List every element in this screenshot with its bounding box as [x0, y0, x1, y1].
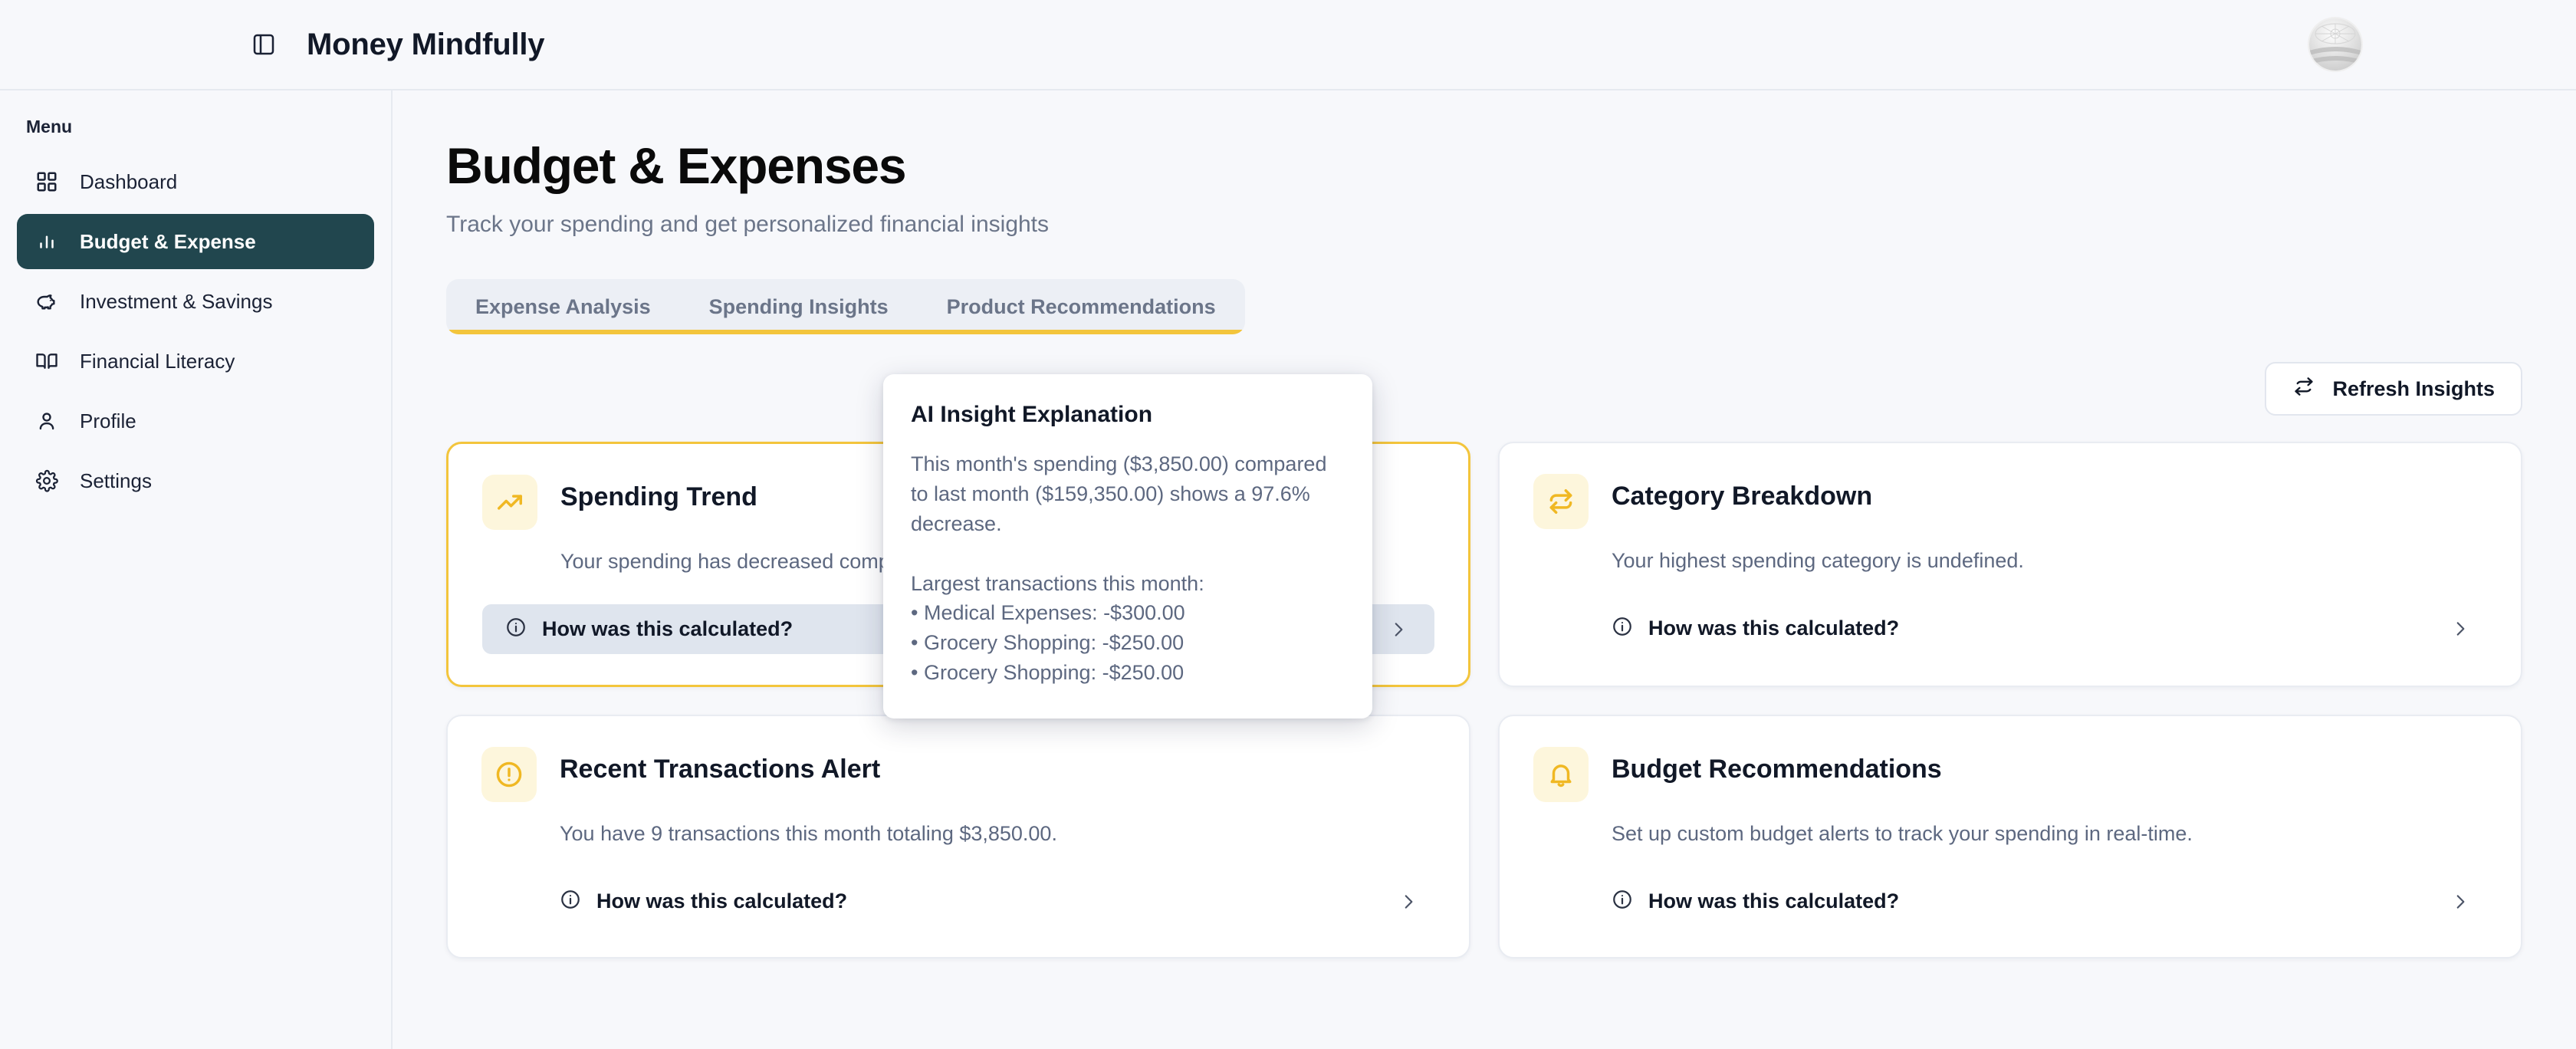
foot-label: How was this calculated?: [596, 890, 848, 913]
how-was-this-calculated-button[interactable]: How was this calculated?: [1612, 876, 2487, 926]
card-header: Recent Transactions Alert: [481, 747, 1435, 802]
insight-card-recent-transactions-alert[interactable]: Recent Transactions Alert You have 9 tra…: [446, 715, 1470, 959]
sidebar-item-label: Financial Literacy: [80, 349, 235, 373]
card-header: Spending Trend: [482, 475, 1434, 530]
open-book-icon: [34, 348, 60, 374]
info-icon: [560, 889, 581, 914]
foot-left: How was this calculated?: [1612, 616, 1899, 641]
sidebar-item-label: Budget & Expense: [80, 229, 256, 253]
refresh-icon: [2292, 375, 2315, 403]
sidebar-item-investment-savings[interactable]: Investment & Savings: [17, 274, 374, 329]
card-description: You have 9 transactions this month total…: [560, 822, 1057, 845]
refresh-insights-button[interactable]: Refresh Insights: [2265, 362, 2522, 416]
info-icon: [1612, 889, 1633, 914]
popover-title: AI Insight Explanation: [911, 402, 1153, 427]
user-icon: [34, 408, 60, 434]
foot-left: How was this calculated?: [505, 617, 793, 642]
refresh-insights-label: Refresh Insights: [2332, 377, 2495, 400]
how-was-this-calculated-button[interactable]: How was this calculated?: [560, 876, 1435, 926]
chevron-right-icon: [1398, 892, 1418, 912]
bar-chart-icon: [34, 229, 60, 255]
foot-label: How was this calculated?: [1648, 890, 1900, 913]
avatar[interactable]: [2308, 17, 2363, 72]
tab-expense-analysis[interactable]: Expense Analysis: [446, 279, 680, 334]
page-subtitle: Track your spending and get personalized…: [446, 212, 1050, 237]
insight-card-budget-recommendations[interactable]: Budget Recommendations Set up custom bud…: [1498, 715, 2522, 959]
piggy-bank-icon: [34, 288, 60, 314]
card-header: Category Breakdown: [1533, 474, 2487, 529]
sidebar-item-profile[interactable]: Profile: [17, 393, 374, 449]
trending-up-icon: [482, 475, 537, 530]
top-bar: Money Mindfully: [0, 0, 2576, 90]
sidebar-section-label: Menu: [26, 117, 73, 136]
how-was-this-calculated-button[interactable]: How was this calculated?: [1612, 603, 2487, 653]
user-avatar-image: [2309, 18, 2361, 71]
sidebar-item-financial-literacy[interactable]: Financial Literacy: [17, 334, 374, 389]
card-title: Budget Recommendations: [1612, 755, 1942, 784]
card-title: Recent Transactions Alert: [560, 755, 881, 784]
card-description: Your highest spending category is undefi…: [1612, 549, 2024, 572]
sidebar-toggle-icon[interactable]: [247, 28, 281, 61]
info-icon: [505, 617, 527, 642]
card-header: Budget Recommendations: [1533, 747, 2487, 802]
app-body: Menu Dashboard Budget & Expense: [0, 90, 2576, 1049]
foot-left: How was this calculated?: [1612, 889, 1899, 914]
insight-cards-grid: Spending Trend Your spending has decreas…: [446, 442, 2522, 959]
foot-left: How was this calculated?: [560, 889, 847, 914]
foot-label: How was this calculated?: [542, 617, 794, 640]
toolbar: Refresh Insights: [446, 362, 2522, 416]
info-icon: [1612, 616, 1633, 641]
chevron-right-icon: [1388, 620, 1408, 640]
sidebar-item-label: Investment & Savings: [80, 289, 273, 313]
bell-icon: [1533, 747, 1589, 802]
card-title: Category Breakdown: [1612, 482, 1873, 511]
tab-product-recommendations[interactable]: Product Recommendations: [917, 279, 1245, 334]
sidebar-item-label: Dashboard: [80, 169, 178, 193]
card-description: Set up custom budget alerts to track you…: [1612, 822, 2193, 845]
sidebar-item-label: Profile: [80, 409, 136, 432]
alert-circle-icon: [481, 747, 537, 802]
app-title: Money Mindfully: [307, 27, 545, 61]
sidebar-item-budget-expense[interactable]: Budget & Expense: [17, 214, 374, 269]
sidebar: Menu Dashboard Budget & Expense: [0, 90, 393, 1049]
main-content: Budget & Expenses Track your spending an…: [393, 90, 2576, 1049]
popover-body: This month's spending ($3,850.00) compar…: [911, 452, 1327, 685]
sidebar-item-label: Settings: [80, 469, 152, 492]
page-title: Budget & Expenses: [446, 137, 907, 194]
chevron-right-icon: [2450, 892, 2470, 912]
repeat-arrows-icon: [1533, 474, 1589, 529]
tab-bar: Expense Analysis Spending Insights Produ…: [446, 279, 1245, 334]
card-title: Spending Trend: [560, 482, 757, 511]
insight-card-category-breakdown[interactable]: Category Breakdown Your highest spending…: [1498, 442, 2522, 687]
foot-label: How was this calculated?: [1648, 617, 1900, 640]
sidebar-item-settings[interactable]: Settings: [17, 453, 374, 508]
chevron-right-icon: [2450, 619, 2470, 639]
grid-dashboard-icon: [34, 169, 60, 195]
tab-spending-insights[interactable]: Spending Insights: [679, 279, 918, 334]
ai-insight-explanation-popover: AI Insight Explanation This month's spen…: [883, 374, 1372, 719]
gear-icon: [34, 468, 60, 494]
sidebar-item-dashboard[interactable]: Dashboard: [17, 154, 374, 209]
